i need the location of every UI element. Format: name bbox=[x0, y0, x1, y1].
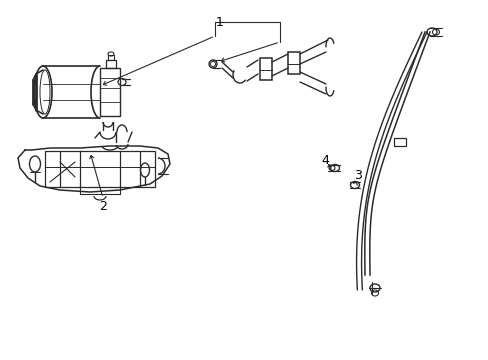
Text: 1: 1 bbox=[216, 15, 224, 28]
Text: 4: 4 bbox=[321, 153, 328, 166]
Bar bbox=[100, 68, 120, 116]
Bar bbox=[393, 138, 405, 146]
Bar bbox=[45, 151, 155, 187]
Bar bbox=[106, 60, 116, 68]
Text: 3: 3 bbox=[353, 168, 361, 181]
Bar bbox=[260, 58, 271, 80]
Bar bbox=[108, 55, 114, 60]
Bar bbox=[287, 52, 299, 74]
Text: 2: 2 bbox=[99, 199, 107, 212]
